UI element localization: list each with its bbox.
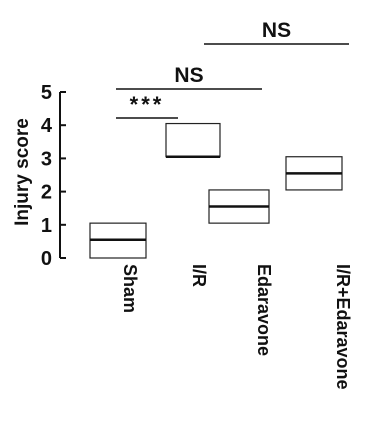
- annotation-label-1: NS: [174, 64, 203, 87]
- y-tick-label-0: 0: [41, 248, 52, 270]
- y-tick-label-2: 2: [41, 182, 52, 204]
- x-tick-label-2: Edaravone: [254, 264, 274, 356]
- x-labels: Sham I/R Edaravone I/R+Edaravone: [120, 264, 353, 390]
- x-tick-label-1: I/R: [189, 264, 209, 287]
- box-3: [285, 156, 343, 191]
- box-0: [89, 222, 147, 259]
- y-tick-label-5: 5: [41, 82, 52, 104]
- boxes: [89, 122, 343, 259]
- y-tick-label-1: 1: [41, 215, 52, 237]
- annotation-label-2: NS: [262, 19, 291, 42]
- y-tick-label-3: 3: [41, 148, 52, 170]
- box-2: [208, 189, 270, 224]
- annotation-label-0: ***: [130, 92, 165, 117]
- significance-annotations: *** NS NS: [116, 19, 349, 119]
- y-tick-label-4: 4: [41, 115, 53, 137]
- box-body-1: [165, 122, 221, 158]
- x-tick-label-3: I/R+Edaravone: [333, 264, 353, 390]
- y-ticks: 0 1 2 3 4 5: [41, 82, 66, 270]
- x-tick-label-0: Sham: [120, 264, 140, 313]
- box-1: [165, 122, 221, 158]
- y-axis-label: Injury score: [12, 118, 33, 226]
